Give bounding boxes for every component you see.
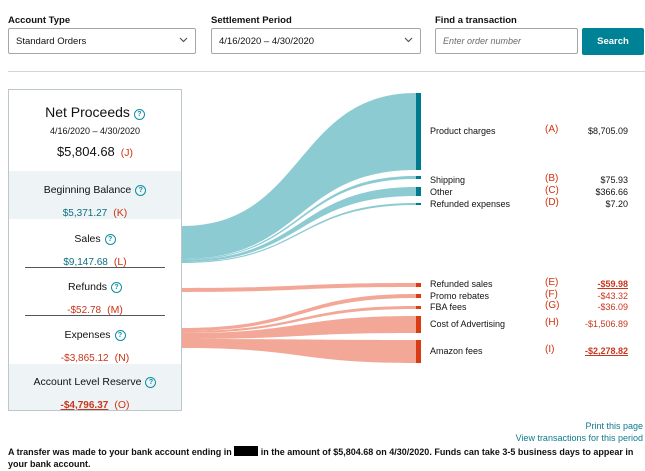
account-reserve-value[interactable]: -$4,796.37 — [60, 400, 109, 411]
beginning-balance-value: $5,371.27 — [62, 208, 108, 219]
marker-b: (B) — [545, 173, 559, 184]
expenses-title: Expenses — [64, 329, 111, 341]
bar-refunded-expenses — [416, 203, 421, 205]
promo-rebates-value: -$43.32 — [597, 291, 628, 301]
fba-fees-label: FBA fees — [430, 302, 467, 312]
bar-amazon-fees — [416, 340, 421, 363]
view-transactions-link[interactable]: View transactions for this period — [515, 433, 643, 443]
product-charges-label: Product charges — [430, 126, 496, 136]
marker-o: (O) — [114, 399, 130, 411]
bar-fba-fees — [416, 306, 421, 309]
marker-m: (M) — [107, 304, 123, 316]
cost-of-advertising-value: -$1,506.89 — [584, 319, 628, 329]
header-divider — [8, 71, 645, 72]
help-icon[interactable]: ? — [104, 234, 116, 245]
account-type-value: Standard Orders — [16, 35, 87, 47]
help-icon[interactable]: ? — [145, 377, 157, 388]
settlement-period-select[interactable]: 4/16/2020 – 4/30/2020 — [211, 28, 421, 54]
net-proceeds-value: $5,804.68 — [56, 144, 115, 159]
marker-a: (A) — [545, 124, 559, 135]
flow-refunded-sales — [182, 283, 416, 292]
flow-product-charges — [182, 93, 416, 259]
net-proceeds-period: 4/16/2020 – 4/30/2020 — [49, 126, 141, 136]
bar-promo-rebates — [416, 294, 421, 298]
marker-e: (E) — [545, 277, 559, 288]
bar-shipping — [416, 176, 421, 179]
marker-k: (K) — [113, 207, 128, 219]
bar-refunded-sales — [416, 283, 421, 287]
marker-h: (H) — [545, 317, 559, 328]
expenses-card: Expenses? -$3,865.12 (N) — [9, 316, 181, 364]
marker-c: (C) — [545, 185, 559, 196]
flow-other — [182, 187, 416, 262]
flow-amazon-fees — [182, 339, 416, 363]
search-button[interactable]: Search — [582, 28, 644, 55]
net-proceeds-card: Net Proceeds? 4/16/2020 – 4/30/2020 $5,8… — [9, 90, 181, 170]
refunds-title: Refunds — [67, 281, 108, 293]
shipping-value: $75.93 — [600, 175, 628, 185]
settlement-period-label: Settlement Period — [211, 15, 292, 26]
sales-title: Sales — [74, 233, 101, 245]
marker-g: (G) — [545, 300, 560, 311]
marker-j: (J) — [120, 147, 134, 159]
beginning-balance-title: Beginning Balance — [43, 184, 132, 196]
cost-of-advertising-label: Cost of Advertising — [430, 319, 506, 329]
order-number-input[interactable] — [435, 28, 578, 54]
bar-cost-of-advertising — [416, 316, 421, 333]
sales-card: Sales? $9,147.68 (L) — [9, 220, 181, 268]
bar-product-charges — [416, 93, 421, 170]
transfer-notice: A transfer was made to your bank account… — [8, 446, 640, 470]
help-icon[interactable]: ? — [114, 330, 126, 341]
expenses-value: -$3,865.12 — [60, 353, 109, 364]
marker-d: (D) — [545, 197, 559, 208]
refunded-sales-label: Refunded sales — [430, 279, 493, 289]
flow-refunded-expenses — [182, 203, 416, 263]
shipping-label: Shipping — [430, 175, 466, 185]
marker-i: (I) — [545, 344, 555, 355]
chevron-down-icon — [404, 37, 413, 43]
help-icon[interactable]: ? — [111, 282, 123, 293]
other-value: $366.66 — [595, 187, 628, 197]
amazon-fees-value[interactable]: -$2,278.82 — [584, 346, 628, 356]
refunded-expenses-label: Refunded expenses — [430, 199, 511, 209]
redacted-account-number — [234, 446, 259, 456]
other-label: Other — [430, 187, 453, 197]
marker-n: (N) — [114, 352, 130, 364]
flow-promo-rebates — [182, 294, 416, 331]
fba-fees-value: -$36.09 — [597, 302, 628, 312]
amazon-fees-label: Amazon fees — [430, 346, 483, 356]
summary-panel: Net Proceeds? 4/16/2020 – 4/30/2020 $5,8… — [8, 89, 182, 411]
account-reserve-card: Account Level Reserve? -$4,796.37 (O) — [9, 364, 181, 411]
marker-l: (L) — [113, 256, 127, 268]
product-charges-value: $8,705.09 — [587, 126, 628, 136]
refunded-sales-value[interactable]: -$59.98 — [597, 279, 628, 289]
marker-f: (F) — [545, 289, 558, 300]
divider — [25, 267, 165, 268]
transfer-notice-start: A transfer was made to your bank account… — [8, 447, 232, 457]
help-icon[interactable]: ? — [135, 185, 147, 196]
refunded-expenses-value: $7.20 — [605, 199, 628, 209]
flow-fba-fees — [182, 306, 416, 333]
print-page-link[interactable]: Print this page — [585, 421, 643, 431]
find-transaction-label: Find a transaction — [435, 15, 517, 26]
flow-cost-of-advertising — [182, 316, 416, 339]
divider — [25, 315, 165, 316]
net-proceeds-title: Net Proceeds — [45, 104, 130, 120]
account-type-select[interactable]: Standard Orders — [8, 28, 196, 54]
bar-other — [416, 187, 421, 196]
promo-rebates-label: Promo rebates — [430, 291, 490, 301]
beginning-balance-card: Beginning Balance? $5,371.27 (K) — [9, 171, 181, 219]
chevron-down-icon — [179, 37, 188, 43]
sales-value: $9,147.68 — [63, 257, 108, 268]
settlement-period-value: 4/16/2020 – 4/30/2020 — [219, 35, 315, 47]
transfer-notice-end: in the amount of $5,804.68 on 4/30/2020.… — [8, 447, 634, 469]
account-reserve-title: Account Level Reserve — [33, 376, 142, 388]
account-type-label: Account Type — [8, 15, 71, 26]
refunds-card: Refunds? -$52.78 (M) — [9, 268, 181, 316]
help-icon[interactable]: ? — [133, 109, 145, 120]
refunds-value: -$52.78 — [67, 305, 102, 316]
